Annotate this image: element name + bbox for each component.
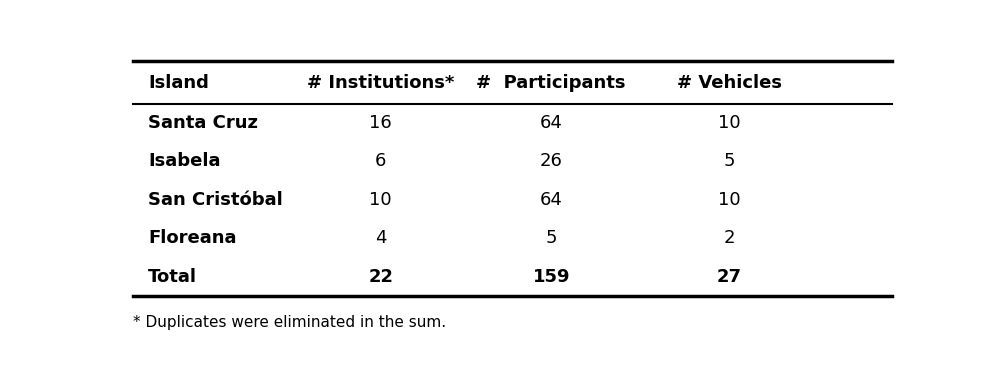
Text: * Duplicates were eliminated in the sum.: * Duplicates were eliminated in the sum. [133, 315, 446, 330]
Text: 2: 2 [724, 230, 735, 248]
Text: 26: 26 [540, 153, 563, 171]
Text: 10: 10 [369, 191, 392, 209]
Text: 159: 159 [532, 268, 570, 286]
Text: 4: 4 [375, 230, 386, 248]
Text: Santa Cruz: Santa Cruz [148, 114, 258, 132]
Text: 5: 5 [724, 153, 735, 171]
Text: San Cristóbal: San Cristóbal [148, 191, 283, 209]
Text: 10: 10 [718, 191, 741, 209]
Text: 16: 16 [369, 114, 392, 132]
Text: 64: 64 [540, 114, 563, 132]
Text: 22: 22 [368, 268, 393, 286]
Text: Isabela: Isabela [148, 153, 221, 171]
Text: Total: Total [148, 268, 197, 286]
Text: 5: 5 [546, 230, 557, 248]
Text: # Vehicles: # Vehicles [677, 74, 782, 92]
Text: 27: 27 [717, 268, 742, 286]
Text: # Institutions*: # Institutions* [307, 74, 454, 92]
Text: 64: 64 [540, 191, 563, 209]
Text: 10: 10 [718, 114, 741, 132]
Text: 6: 6 [375, 153, 386, 171]
Text: #  Participants: # Participants [477, 74, 626, 92]
Text: Island: Island [148, 74, 209, 92]
Text: Floreana: Floreana [148, 230, 237, 248]
